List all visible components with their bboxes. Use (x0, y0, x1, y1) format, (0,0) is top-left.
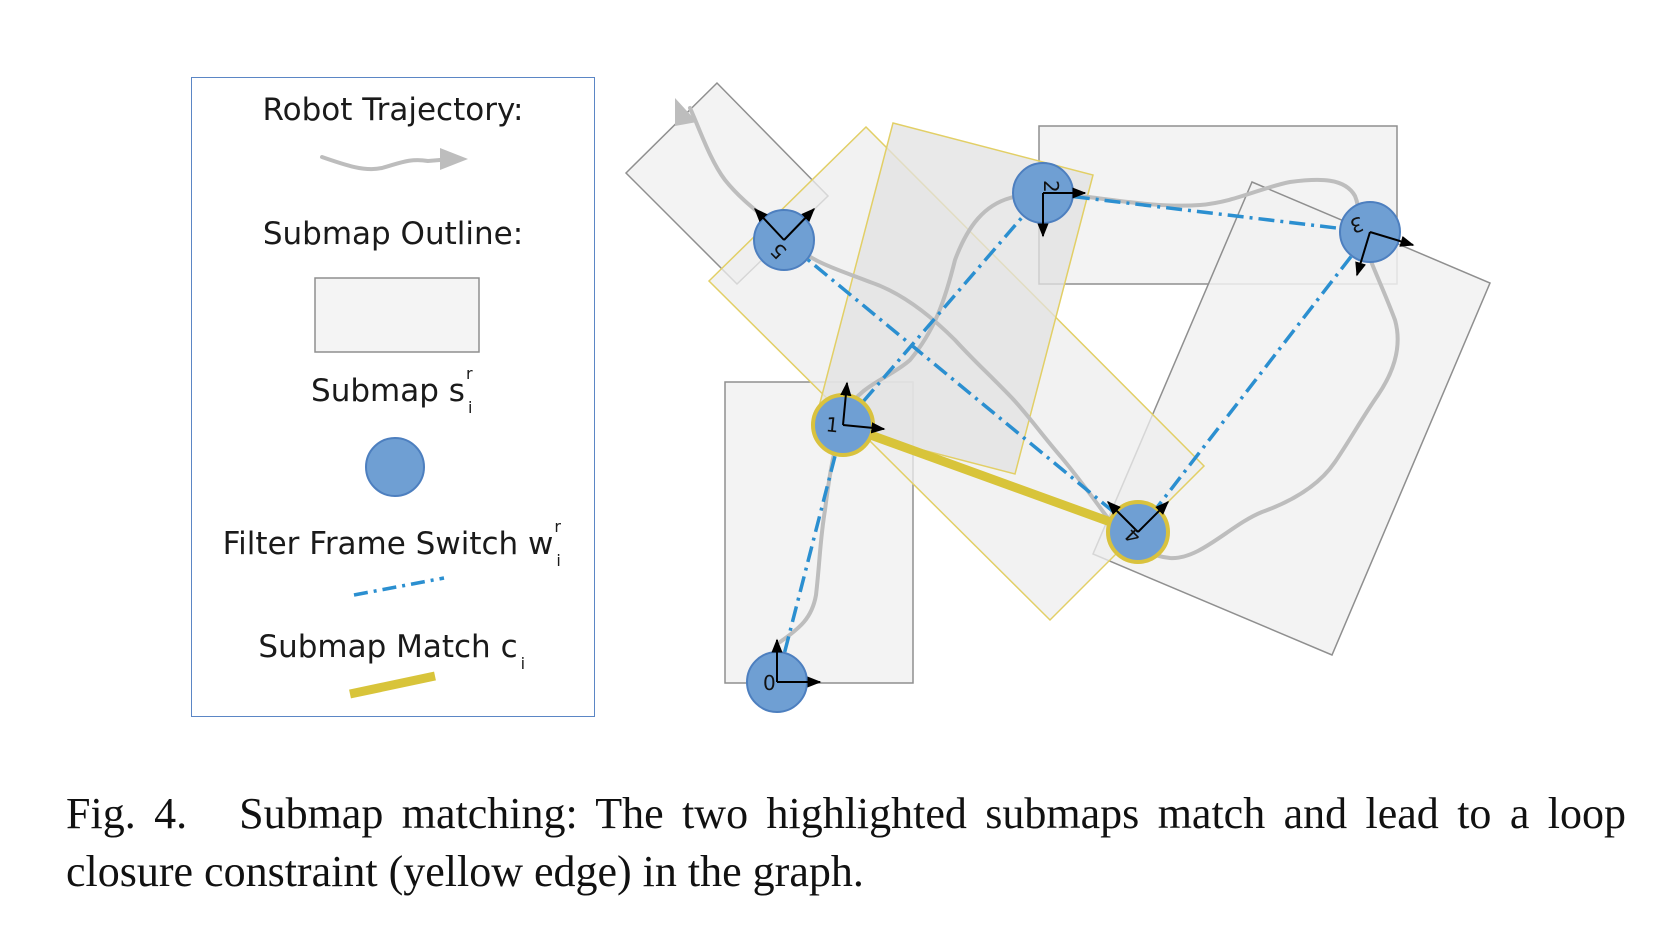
switch-edge-1-2 (841, 191, 1045, 427)
legend-switch-text: Filter Frame Switch w (222, 526, 554, 562)
legend-match-text: Submap Match c (258, 629, 518, 665)
legend-trajectory-label: Robot Trajectory: (262, 92, 524, 128)
legend-match-edge-icon (349, 671, 436, 699)
legend-submap-sub: i (467, 398, 473, 417)
submap-nodes: 0 1 2 3 4 (746, 162, 1415, 713)
submap-node-1: 1 (811, 381, 886, 457)
node-label-1: 1 (825, 412, 840, 437)
legend-submap-node-icon (365, 437, 425, 497)
legend-trajectory-icon (320, 155, 454, 172)
legend-box: Robot Trajectory: Submap Outline: Submap… (191, 77, 595, 717)
trajectory-arrowhead (675, 98, 697, 126)
caption-text: Submap matching: The two highlighted sub… (66, 789, 1626, 896)
submap-node-0: 0 (746, 638, 822, 713)
switch-edge-2-3 (1042, 191, 1371, 234)
node-label-2: 2 (1039, 180, 1063, 193)
legend-outline-label: Submap Outline: (262, 216, 524, 252)
caption-figure-label: Fig. 4. (66, 789, 188, 838)
submap-node-3: 3 (1339, 201, 1415, 277)
legend-submap-outline-icon (314, 277, 480, 353)
switch-edges (775, 191, 1372, 683)
legend-switch-sup: r (554, 517, 561, 536)
legend-symbols (314, 148, 480, 699)
match-edge-1-4 (838, 420, 1143, 537)
submap-node-5: 5 (753, 207, 815, 271)
legend-switch-edge-icon (353, 576, 445, 597)
robot-trajectory (688, 106, 1400, 644)
submap-node-2: 2 (1012, 162, 1087, 238)
legend-match-sub: i (520, 654, 526, 673)
legend-submap-sup: r (465, 364, 473, 383)
node-label-0: 0 (763, 671, 776, 695)
submap-node-4: 4 (1106, 500, 1170, 564)
switch-edge-0-1 (775, 424, 845, 683)
legend-trajectory-arrowhead (440, 148, 468, 170)
legend-switch-sub: i (556, 551, 561, 570)
legend-submap-text: Submap s (311, 373, 465, 409)
figure-caption: Fig. 4. Submap matching: The two highligh… (66, 785, 1626, 901)
switch-edge-3-4 (1136, 230, 1372, 534)
switch-edge-4-5 (782, 238, 1140, 534)
